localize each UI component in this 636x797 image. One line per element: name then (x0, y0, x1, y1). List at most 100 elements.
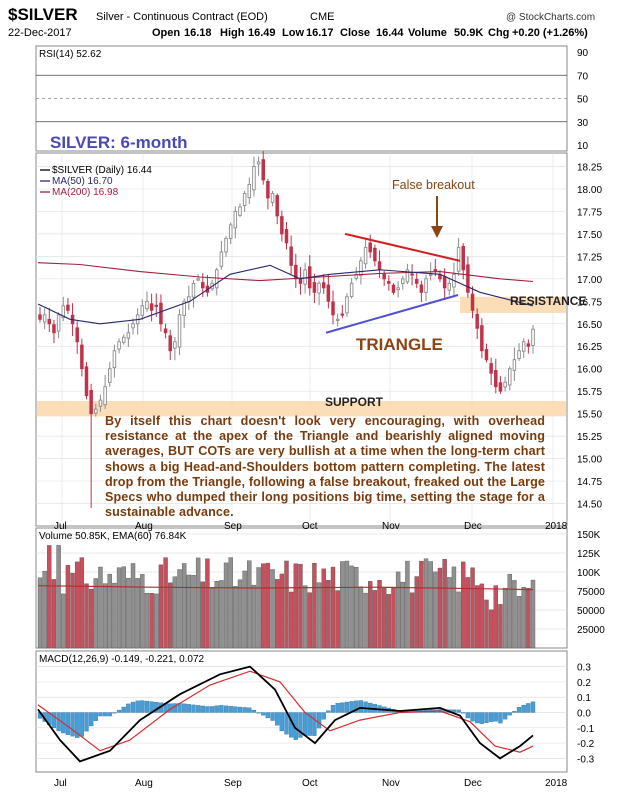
candle-body (503, 381, 507, 388)
legend-entry: $SILVER (Daily) 16.44 (52, 165, 152, 176)
rsi-panel: 90 70 50 30 10 RSI(14) 52.62 (35, 45, 589, 152)
price-tick-label: 17.75 (577, 207, 602, 218)
candle-body (507, 368, 512, 386)
volume-bar (493, 585, 498, 649)
volume-bar (154, 593, 159, 649)
candle-body (275, 195, 279, 217)
volume-bar (479, 583, 485, 649)
volume-bar (419, 560, 424, 649)
volume-header-value: 50.9K (454, 27, 483, 39)
candle-body (173, 341, 177, 349)
candle-body (191, 282, 196, 298)
price-tick-label: 16.75 (577, 297, 602, 308)
volume-bar (344, 560, 350, 649)
volume-bar (307, 592, 312, 649)
candle-body (182, 300, 186, 316)
candle-body (56, 314, 61, 332)
macd-histogram-bar (223, 705, 229, 713)
volume-bar (75, 561, 80, 649)
ohlc-low-label: Low (282, 27, 304, 39)
volume-bar (498, 604, 503, 649)
false-breakout-arrow-head (431, 226, 443, 238)
macd-histogram-bar (484, 712, 489, 723)
volume-bar (65, 565, 71, 649)
candle-body (470, 293, 475, 311)
volume-bar (502, 587, 508, 649)
candle-body (405, 269, 410, 283)
volume-bar (51, 579, 57, 649)
price-tick-label: 17.50 (577, 230, 602, 241)
candle-body (145, 300, 149, 310)
volume-bar (284, 560, 289, 649)
candle-body (238, 206, 242, 216)
ohlc-high-label: High (220, 27, 245, 39)
macd-x-label: Oct (302, 778, 318, 789)
macd-x-label: Dec (464, 778, 482, 789)
volume-bar (321, 568, 326, 649)
macd-histogram-bar (200, 705, 205, 713)
macd-histogram-bar (130, 701, 136, 713)
volume-bar (358, 586, 364, 649)
volume-bar (37, 577, 43, 649)
macd-histogram-bar (298, 712, 303, 738)
price-tick-label: 14.75 (577, 477, 602, 488)
candle-body (84, 366, 89, 397)
volume-bar (84, 583, 89, 649)
volume-bar (293, 563, 299, 649)
macd-histogram-bar (493, 712, 498, 722)
volume-bar (251, 584, 257, 649)
macd-histogram-bar (530, 701, 536, 713)
price-tick-label: 18.25 (577, 162, 602, 173)
macd-histogram-bar (261, 712, 266, 716)
candle-body (284, 229, 289, 244)
volume-bar (98, 566, 103, 649)
macd-histogram-bar (507, 712, 512, 716)
candle-body (303, 269, 307, 285)
ma200-line (37, 262, 534, 283)
candle-body (414, 278, 419, 284)
price-tick-label: 14.50 (577, 500, 602, 511)
candle-body (98, 399, 103, 407)
macd-histogram-bar (242, 707, 247, 713)
x-axis: Jul Jul Aug Aug Sep Sep Oct Oct Nov Nov Dec Dec 2018… (54, 521, 568, 789)
macd-histogram-bar (233, 706, 238, 713)
macd-histogram-bar (247, 707, 252, 713)
candle-body (108, 368, 112, 383)
false-breakout-label: False breakout (392, 178, 475, 192)
volume-bar (116, 567, 122, 649)
volume-tick-label: 75000 (577, 587, 605, 598)
candle-body (521, 341, 526, 352)
volume-bar (470, 567, 475, 649)
macd-tick-label: -0.1 (577, 724, 595, 735)
volume-bar (88, 588, 94, 649)
ohlc-low-value: 16.17 (306, 27, 334, 39)
macd-histogram-bar (316, 712, 322, 729)
macd-histogram-bar (75, 712, 80, 738)
volume-bar (330, 566, 336, 649)
volume-bar (102, 583, 108, 649)
volume-bar (363, 592, 368, 649)
macd-histogram-bar (330, 705, 336, 713)
volume-bar (209, 588, 215, 649)
candle-body (233, 210, 238, 229)
volume-bar (149, 593, 154, 649)
macd-histogram-bar (363, 701, 368, 713)
volume-bar (233, 586, 238, 649)
volume-bar (484, 599, 489, 649)
triangle-upper-trendline (344, 232, 461, 262)
price-tick-label: 18.00 (577, 185, 602, 196)
volume-bar (349, 565, 354, 649)
volume-bar (442, 559, 447, 649)
volume-bar (465, 577, 471, 649)
candle-body (433, 269, 438, 272)
macd-histogram-bar (335, 703, 340, 713)
macd-histogram-bar (312, 712, 317, 736)
macd-histogram-bar (65, 712, 71, 735)
macd-histogram-bar (126, 703, 131, 713)
candle-body (401, 278, 405, 284)
macd-histogram-bar (321, 712, 326, 720)
volume-tick-label: 25000 (577, 625, 605, 636)
candle-body (66, 304, 70, 311)
volume-bar (405, 560, 410, 649)
macd-line (37, 665, 534, 763)
